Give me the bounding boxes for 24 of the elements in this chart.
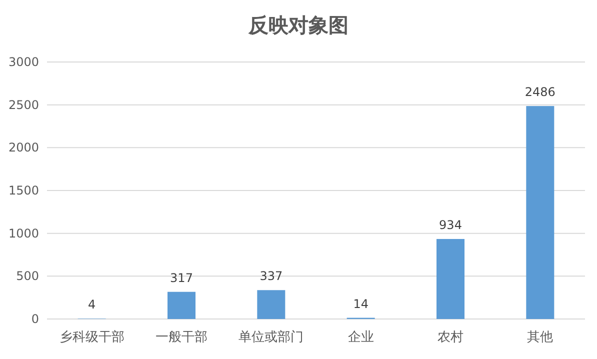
data-label: 317 [170,270,193,285]
y-tick-label: 1000 [8,226,39,240]
data-label: 934 [439,218,462,232]
bar [526,106,554,319]
x-tick-label: 乡科级干部 [59,330,124,345]
y-tick-label: 2000 [8,140,39,155]
data-label: 14 [353,296,368,311]
x-tick-label: 企业 [348,330,374,345]
data-label: 2486 [524,85,556,100]
data-label: 4 [88,298,96,312]
x-tick-label: 农村 [438,330,464,345]
y-tick-label: 2500 [8,98,39,112]
bar [168,292,196,319]
y-tick-label: 500 [16,269,39,284]
chart-title: 反映对象图 [248,13,348,37]
data-label: 337 [260,269,283,284]
y-tick-label: 0 [31,312,39,326]
y-tick-label: 3000 [8,55,39,69]
y-tick-label: 1500 [8,184,39,198]
bar [436,238,464,319]
x-tick-label: 单位或部门 [238,329,304,345]
bar [257,290,286,319]
x-tick-label: 一般干部 [156,330,208,345]
x-tick-label: 其他 [527,330,554,345]
